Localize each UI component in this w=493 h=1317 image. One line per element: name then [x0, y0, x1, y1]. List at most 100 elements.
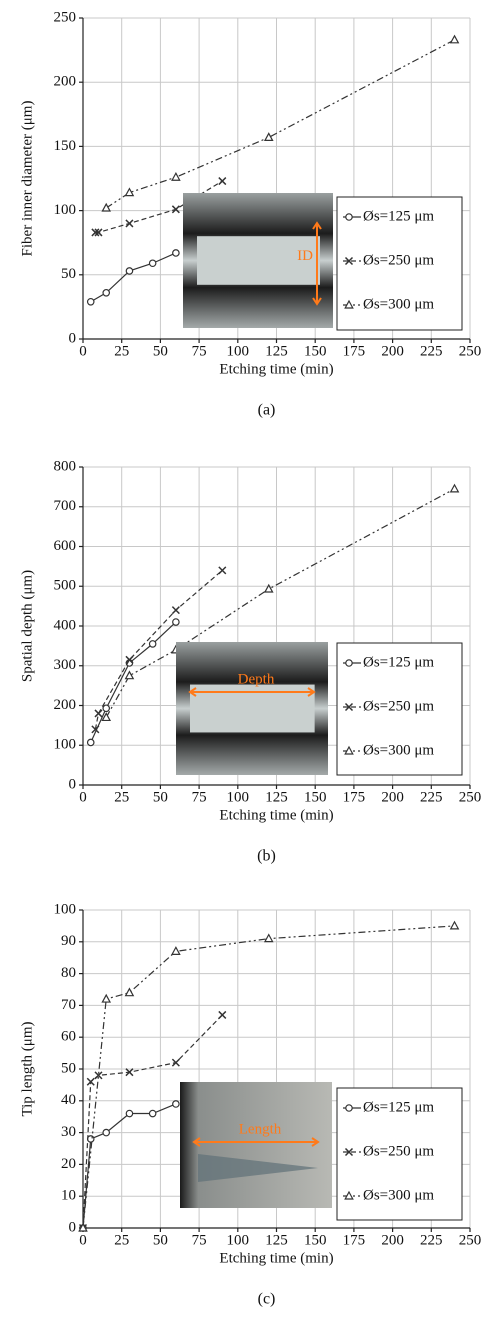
legend-label: Øs=125 μm [363, 208, 434, 224]
x-tick-label: 50 [153, 789, 168, 805]
x-tick-label: 200 [381, 1232, 404, 1248]
inset-label: Length [239, 1121, 282, 1137]
x-axis-label: Etching time (min) [219, 361, 333, 377]
y-tick-label: 40 [61, 1092, 76, 1108]
data-point [171, 171, 181, 181]
data-point [101, 712, 112, 722]
legend-label: Øs=300 μm [363, 296, 434, 312]
y-tick-label: 80 [61, 965, 76, 981]
data-point [102, 1128, 111, 1137]
y-tick-label: 150 [54, 138, 77, 154]
data-point [86, 738, 95, 747]
legend-marker [344, 702, 354, 712]
y-tick-label: 400 [54, 617, 77, 633]
x-tick-label: 0 [79, 789, 87, 805]
x-tick-label: 125 [265, 1232, 288, 1248]
data-point [171, 946, 181, 955]
x-tick-label: 0 [79, 1232, 87, 1248]
x-tick-label: 175 [343, 1232, 366, 1248]
data-point [148, 1109, 157, 1118]
y-tick-label: 60 [61, 1029, 76, 1045]
data-point [125, 655, 134, 664]
legend-marker [345, 1104, 353, 1112]
y-tick-label: 100 [54, 202, 77, 218]
y-tick-label: 500 [54, 578, 77, 594]
x-tick-label: 250 [459, 789, 482, 805]
series-line [82, 925, 455, 1229]
legend-label: Øs=300 μm [363, 742, 434, 758]
x-tick-label: 250 [459, 1232, 482, 1248]
data-point [94, 228, 103, 237]
x-tick-label: 150 [304, 789, 327, 805]
data-point [91, 228, 100, 237]
data-point [263, 132, 274, 142]
x-tick-label: 225 [420, 343, 443, 359]
x-tick-label: 25 [114, 1232, 129, 1248]
y-tick-label: 600 [54, 538, 77, 554]
x-tick-label: 0 [79, 343, 87, 359]
data-point [125, 1109, 134, 1118]
x-tick-label: 50 [153, 1232, 168, 1248]
y-tick-label: 100 [54, 737, 77, 753]
y-tick-label: 0 [69, 776, 77, 792]
y-axis-label: Tip length (μm) [19, 1022, 35, 1117]
x-axis-label: Etching time (min) [219, 1250, 333, 1266]
legend-label: Øs=125 μm [363, 654, 434, 670]
x-tick-label: 75 [192, 343, 207, 359]
inset-fiber [197, 236, 320, 285]
inset-photo [180, 1082, 332, 1208]
y-tick-label: 30 [61, 1124, 76, 1140]
data-point [172, 1100, 180, 1108]
y-axis-label: Spatial depth (μm) [19, 570, 35, 682]
data-point [124, 187, 135, 197]
data-point [449, 920, 460, 930]
legend-box [336, 642, 463, 776]
y-tick-label: 200 [54, 697, 77, 713]
x-tick-label: 25 [114, 343, 129, 359]
data-point [124, 987, 135, 997]
data-point [86, 1077, 95, 1086]
series-line [90, 621, 177, 743]
inset-arrow [188, 687, 316, 697]
y-tick-label: 0 [69, 1219, 77, 1235]
x-tick-label: 150 [304, 1232, 327, 1248]
x-tick-label: 100 [227, 789, 250, 805]
legend-label: Øs=300 μm [363, 1187, 434, 1203]
data-point [86, 1135, 95, 1143]
inset-arrow [192, 1137, 320, 1147]
data-point [218, 1010, 227, 1019]
legend-label: Øs=250 μm [363, 252, 434, 268]
x-tick-label: 175 [343, 343, 366, 359]
x-tick-label: 225 [420, 789, 443, 805]
x-tick-label: 125 [265, 343, 288, 359]
data-point [101, 993, 112, 1003]
x-tick-label: 100 [227, 1232, 250, 1248]
legend-marker [344, 1190, 354, 1200]
legend-label: Øs=125 μm [363, 1099, 434, 1115]
data-point [94, 709, 103, 718]
legend-marker [345, 659, 353, 667]
y-tick-label: 300 [54, 657, 77, 673]
legend-label: Øs=250 μm [363, 1143, 434, 1159]
series-line [82, 1103, 177, 1229]
x-tick-label: 75 [192, 1232, 207, 1248]
caption: (b) [257, 848, 276, 865]
data-point [218, 566, 227, 575]
y-tick-label: 50 [61, 266, 76, 282]
data-point [449, 34, 460, 44]
inset-arrow [312, 221, 322, 306]
legend-marker [344, 1147, 354, 1157]
x-tick-label: 200 [381, 343, 404, 359]
data-point [91, 725, 100, 734]
data-point [125, 267, 134, 275]
data-point [102, 288, 111, 297]
data-point [171, 606, 180, 615]
x-tick-label: 125 [265, 789, 288, 805]
y-tick-label: 10 [61, 1188, 76, 1204]
data-point [171, 1058, 180, 1067]
legend-marker [344, 745, 354, 755]
inset-label: ID [297, 248, 313, 264]
legend-box [336, 196, 463, 331]
data-point [172, 249, 180, 257]
